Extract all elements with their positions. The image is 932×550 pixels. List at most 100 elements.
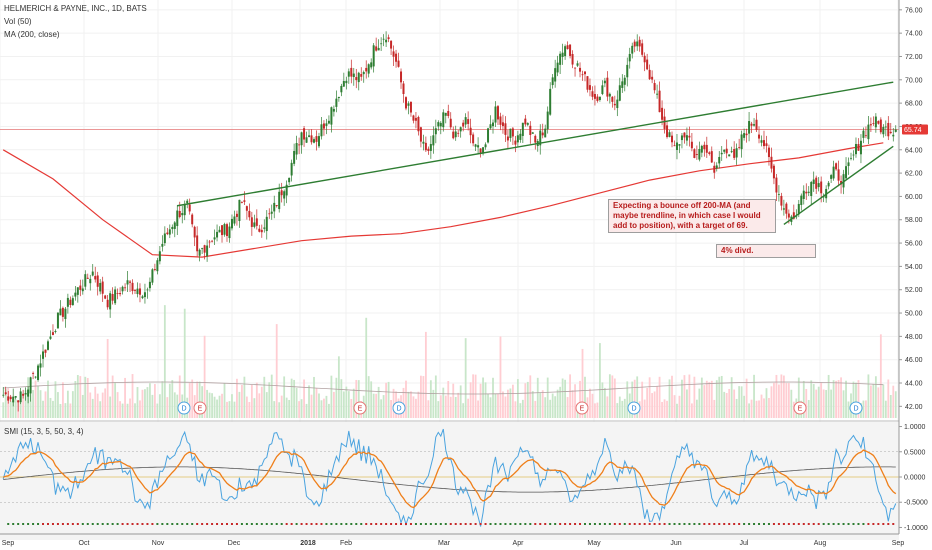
candle	[126, 280, 129, 285]
volume-bar	[250, 384, 253, 418]
candle	[208, 241, 211, 243]
volume-bar	[797, 377, 800, 418]
volume-bar	[509, 388, 512, 418]
volume-bar	[521, 399, 524, 418]
volume-bar	[810, 380, 813, 418]
volume-bar	[415, 398, 417, 418]
smi-dot	[196, 523, 199, 525]
smi-dot	[618, 523, 621, 525]
dividend-note[interactable]: 4% divd.	[716, 244, 816, 258]
x-tick-label: Dec	[228, 540, 241, 547]
candle	[225, 224, 228, 236]
price-tick-label: 64.00	[905, 147, 923, 154]
marker-circle	[575, 401, 589, 415]
volume-bar	[462, 403, 465, 418]
candle	[872, 123, 875, 124]
smi-dot	[564, 523, 567, 525]
volume-bar	[723, 391, 726, 418]
symbol-title[interactable]: HELMERICH & PAYNE, INC., 1D, BATS	[4, 4, 147, 13]
candle	[616, 99, 619, 109]
earnings-marker[interactable]: E	[793, 401, 807, 415]
volume-bar	[392, 388, 395, 418]
volume-bar	[236, 378, 238, 418]
candle	[720, 152, 723, 155]
volume-bar	[81, 394, 84, 418]
candle	[17, 400, 20, 403]
smi-dot	[837, 523, 840, 525]
volume-bar	[273, 401, 276, 418]
volume-bar	[121, 403, 124, 418]
dividend-marker[interactable]: D	[849, 401, 863, 415]
candle	[688, 135, 691, 138]
smi-dot	[529, 523, 532, 525]
volume-bar	[574, 384, 576, 418]
dividend-marker[interactable]: D	[177, 401, 191, 415]
volume-bar	[807, 400, 810, 418]
candle	[738, 147, 741, 149]
smi-dot	[91, 523, 94, 525]
candle	[355, 77, 358, 81]
smi-dot	[449, 523, 452, 525]
smi-dot	[643, 523, 646, 525]
candle	[395, 53, 398, 62]
candle	[27, 389, 30, 397]
volume-bar	[260, 386, 263, 418]
smi-dot	[360, 523, 363, 525]
smi-dot	[424, 523, 427, 525]
volume-bar	[382, 395, 385, 418]
earnings-marker[interactable]: E	[353, 401, 367, 415]
volume-bar	[328, 403, 330, 418]
volume-bar	[213, 396, 216, 418]
smi-dot	[151, 523, 154, 525]
volume-bar	[442, 387, 445, 418]
annotation-note[interactable]: Expecting a bounce off 200-MA (and maybe…	[608, 199, 776, 233]
candle	[852, 154, 855, 156]
smi-dot	[658, 523, 661, 525]
volume-bar	[84, 376, 87, 418]
candle	[827, 182, 830, 187]
volume-bar	[203, 335, 206, 418]
smi-dot	[330, 523, 333, 525]
volume-bar	[770, 386, 773, 418]
candle	[158, 251, 161, 262]
candle	[293, 150, 296, 164]
volume-bar	[698, 388, 701, 418]
volume-bar	[211, 393, 213, 418]
volume-bar	[564, 379, 567, 418]
vol-legend[interactable]: Vol (50)	[4, 17, 32, 26]
volume-bar	[648, 377, 651, 418]
dividend-marker[interactable]: D	[627, 401, 641, 415]
smi-dot	[111, 523, 114, 525]
smi-legend[interactable]: SMI (15, 3, 5, 50, 3, 4)	[4, 427, 84, 436]
volume-bar	[879, 334, 882, 418]
earnings-marker[interactable]: E	[193, 401, 207, 415]
dividend-marker[interactable]: D	[392, 401, 406, 415]
candle	[586, 76, 589, 90]
candle	[325, 123, 328, 126]
ma200-line	[2, 142, 884, 258]
smi-dot	[191, 523, 194, 525]
earnings-marker[interactable]: E	[575, 401, 589, 415]
ma-legend[interactable]: MA (200, close)	[4, 30, 60, 39]
candle	[725, 148, 728, 154]
candle	[86, 277, 89, 279]
candle	[313, 139, 316, 143]
x-tick-label: Oct	[79, 540, 90, 547]
candle	[633, 41, 636, 47]
marker-circle	[177, 401, 191, 415]
smi-dot	[638, 523, 641, 525]
smi-dot	[569, 523, 572, 525]
candlesticks	[2, 31, 897, 412]
volume-bar	[551, 393, 554, 418]
candle	[504, 123, 507, 135]
volume-bar	[516, 379, 519, 418]
volume-bar	[233, 401, 236, 418]
x-tick-label: 2018	[300, 540, 316, 547]
smi-dot	[797, 523, 800, 525]
volume-bar	[867, 374, 870, 418]
volume-bar	[278, 402, 281, 418]
candle	[4, 392, 7, 395]
candle	[106, 299, 109, 308]
volume-bar	[86, 377, 89, 418]
